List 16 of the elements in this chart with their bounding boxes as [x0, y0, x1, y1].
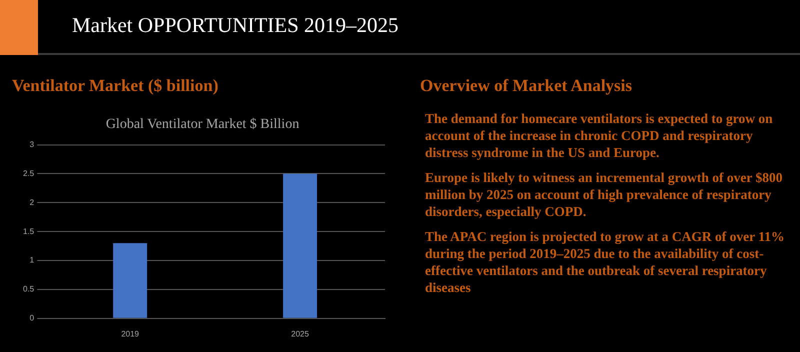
y-tick-label: 3 [30, 140, 35, 150]
y-tick-label: 2.5 [22, 168, 35, 178]
y-tick-label: 2 [30, 198, 35, 207]
x-tick-label: 2019 [121, 329, 140, 338]
y-tick-label: 0 [30, 314, 35, 323]
chart-title: Global Ventilator Market $ Billion [106, 117, 300, 132]
text: The APAC region is projected to grow at a CAGR of over 11% during the period 2019–2025 due to the availability of cost-effective ventilators and the outbreak of several respiratory diseases [425, 228, 786, 296]
text: Overview of Market Analysis [420, 76, 632, 96]
text: Market OPPORTUNITIES 2019–2025 [72, 13, 399, 38]
y-tick-label: 1.5 [22, 226, 35, 236]
x-tick-label: 2025 [291, 329, 310, 338]
text: Europe is likely to witness an incremental growth of over $800 million by 2025 on account of high prevalence of respiratory disorders, especially COPD. [425, 169, 784, 220]
text: Ventilator Market ($ billion) [12, 76, 218, 96]
text: The demand for homecare ventilators is expected to grow on account of the increase in chronic COPD and respiratory distress syndrome in the US and Europe. [425, 110, 774, 161]
y-tick-label: 0.5 [22, 284, 35, 294]
y-tick-label: 1 [30, 256, 35, 265]
